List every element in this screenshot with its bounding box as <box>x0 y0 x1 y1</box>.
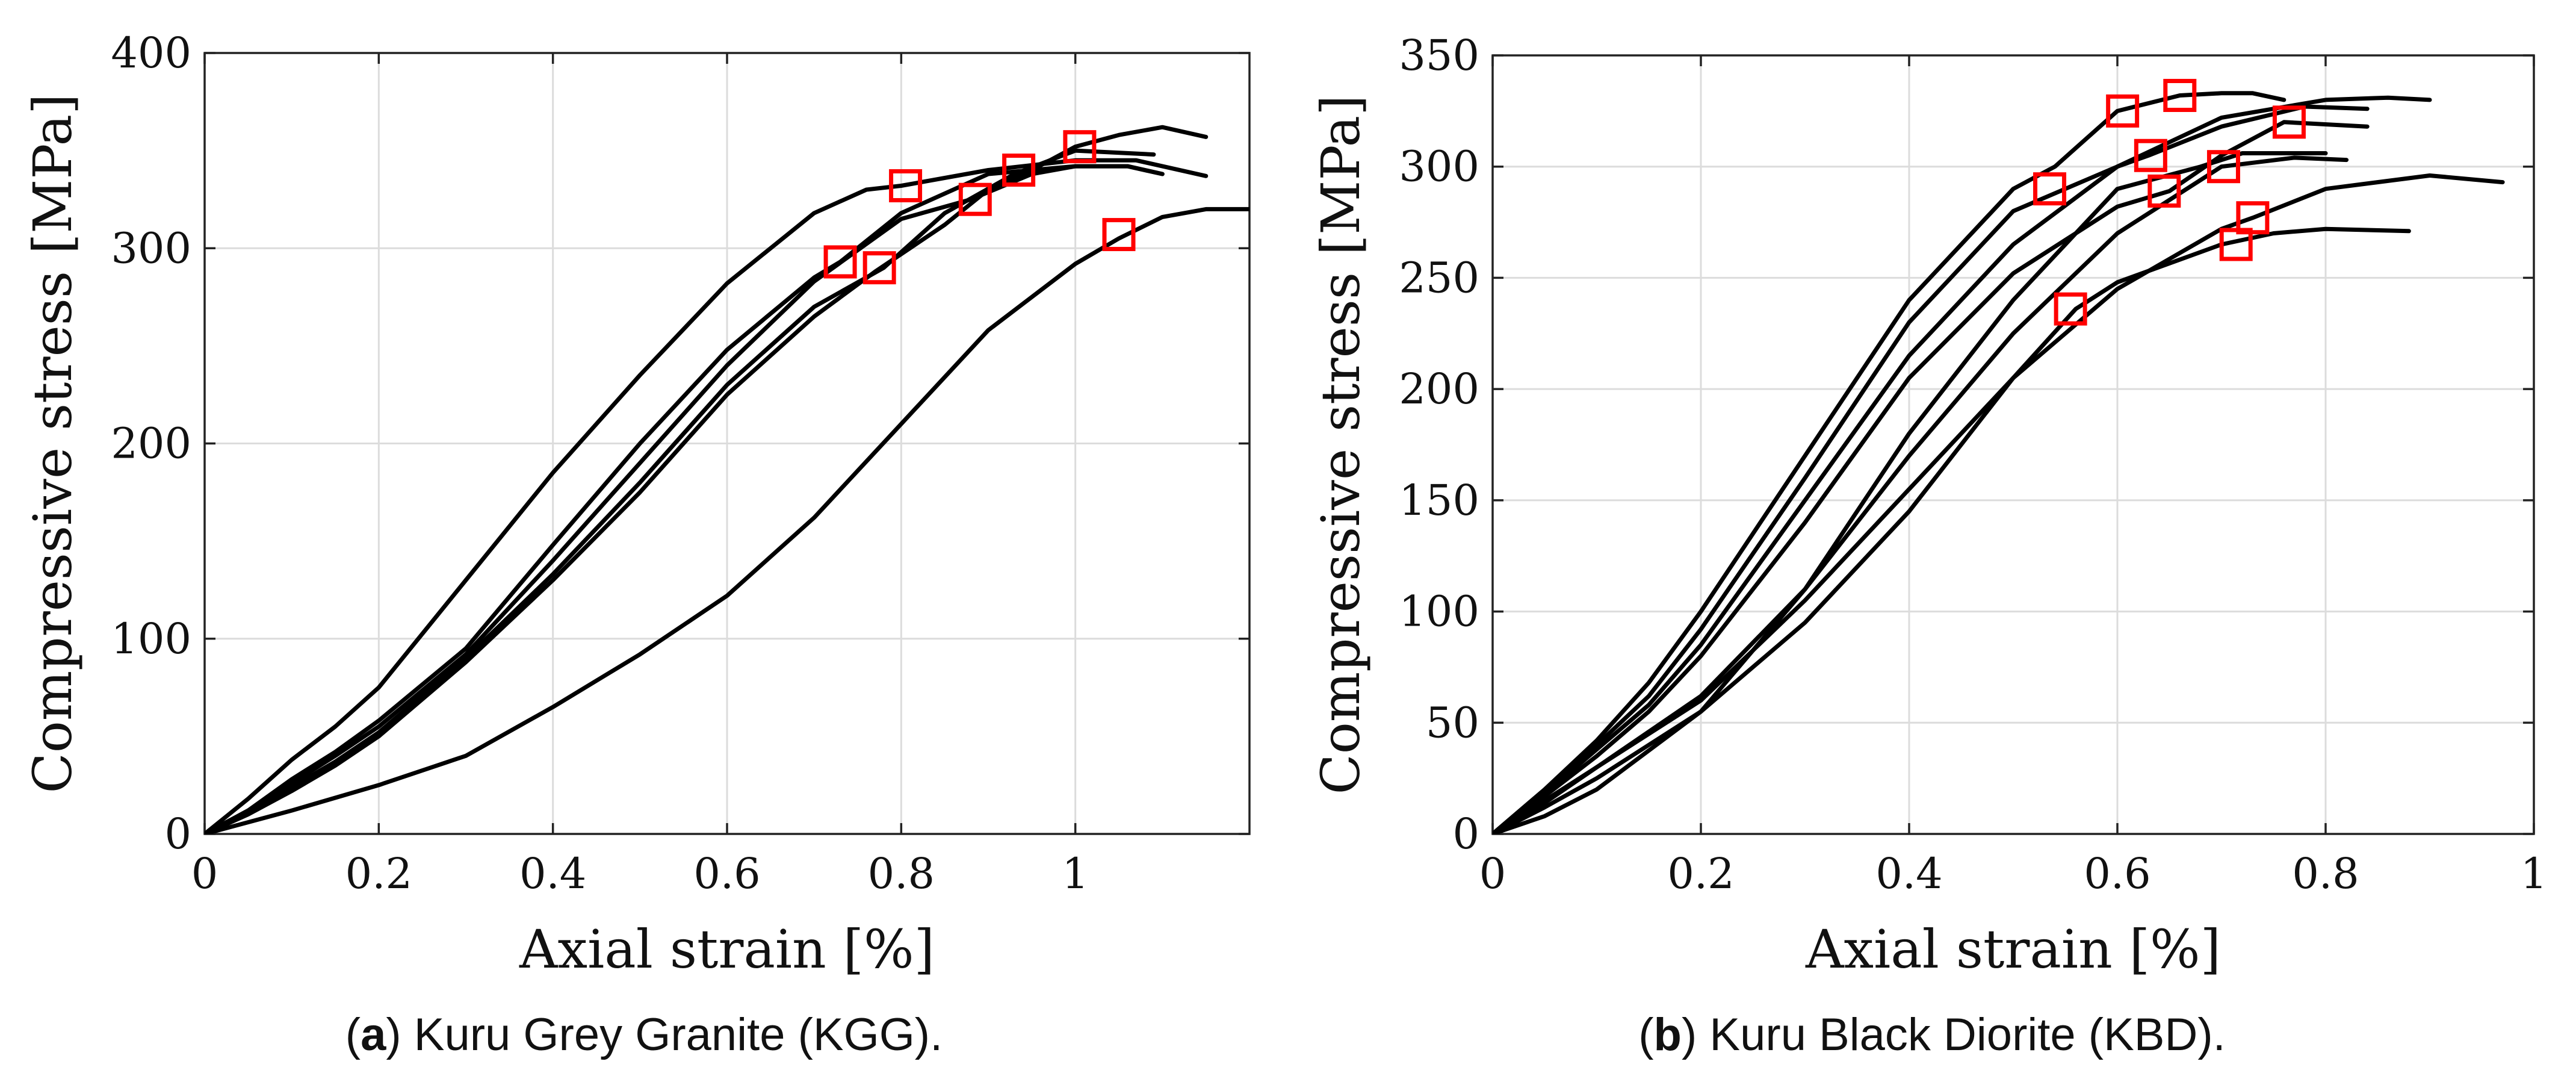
chart-b-marker-1 <box>2033 172 2067 206</box>
chart-b-ytick-label-0: 0 <box>1452 809 1479 859</box>
chart-a-ytick-label-0: 0 <box>164 809 191 859</box>
chart-a-series-3 <box>205 164 1165 834</box>
chart-b-marker-5 <box>2147 174 2181 208</box>
chart-b-marker-4 <box>2134 138 2167 172</box>
chart-a-xtick-label-5: 1 <box>1062 849 1089 898</box>
chart-b-xtick-label-5: 1 <box>2521 849 2548 898</box>
chart-a-xtick-label-0: 0 <box>191 849 218 898</box>
caption-b: (b) Kuru Black Diorite (KBD). <box>1638 1009 2226 1060</box>
chart-a-marker-7 <box>1102 218 1136 252</box>
chart-a-xtick-label-2: 0.4 <box>519 849 586 898</box>
chart-b-series-8 <box>1493 151 2328 834</box>
chart-b-series-7 <box>1493 155 2349 834</box>
chart-a-ytick-label-2: 200 <box>111 419 191 468</box>
chart-b-marker-6 <box>2163 78 2197 112</box>
chart-a-xtick-label-1: 0.2 <box>345 849 412 898</box>
chart-a-marker-4 <box>958 182 992 216</box>
chart-b-series-3 <box>1493 95 2432 834</box>
chart-a-ytick-label-1: 100 <box>111 614 191 664</box>
chart-b-marker-3 <box>2106 94 2140 128</box>
chart-b-marker-10 <box>2272 105 2306 139</box>
chart-b-ytick-label-4: 200 <box>1399 364 1479 414</box>
chart-b-series-2 <box>1493 104 2370 834</box>
caption-a-tag: a <box>361 1009 386 1060</box>
chart-a-ytick-label-3: 300 <box>111 223 191 273</box>
chart-b-xtick-label-4: 0.8 <box>2292 849 2359 898</box>
chart-b-xtick-label-2: 0.4 <box>1875 849 1942 898</box>
chart-b-xtick-label-1: 0.2 <box>1667 849 1734 898</box>
chart-a-ylabel: Compressive stress [MPa] <box>22 94 84 794</box>
caption-a: (a) Kuru Grey Granite (KGG). <box>345 1009 943 1060</box>
chart-b-ytick-label-3: 150 <box>1399 476 1479 525</box>
chart-b-ytick-label-6: 300 <box>1399 142 1479 191</box>
chart-b-series-4 <box>1493 120 2370 834</box>
chart-a-series-2 <box>205 164 1165 834</box>
chart-a-xlabel: Axial strain [%] <box>519 918 935 980</box>
chart-a-ytick-label-4: 400 <box>111 28 191 78</box>
chart-b-ytick-label-2: 100 <box>1399 587 1479 636</box>
caption-b-tag: b <box>1653 1009 1682 1060</box>
chart-b-marker-8 <box>2219 228 2253 261</box>
chart-a-marker-6 <box>1063 130 1097 164</box>
chart-a-series-6 <box>205 207 1249 834</box>
chart-b-marker-7 <box>2206 150 2240 184</box>
chart-a-series-5 <box>205 125 1209 834</box>
chart-a-series-1 <box>205 158 1209 834</box>
chart-a-marker-1 <box>823 245 857 279</box>
caption-b-text: Kuru Black Diorite (KBD). <box>1709 1009 2226 1060</box>
chart-a-marker-2 <box>862 251 896 285</box>
chart-b-xlabel: Axial strain [%] <box>1805 918 2221 980</box>
chart-a-marker-3 <box>889 169 923 202</box>
chart-b-ytick-label-7: 350 <box>1399 31 1479 80</box>
chart-b-series-1 <box>1493 91 2287 834</box>
chart-b-ylabel: Compressive stress [MPa] <box>1310 95 1372 795</box>
chart-b-ytick-label-5: 250 <box>1399 253 1479 302</box>
chart-b-marker-9 <box>2236 201 2270 235</box>
chart-a-xtick-label-3: 0.6 <box>693 849 760 898</box>
chart-a: 0 0.2 0.4 0.6 0.8 1 0 100 200 300 400 Axial strain … <box>22 28 1251 980</box>
caption-a-text: Kuru Grey Granite (KGG). <box>413 1009 943 1060</box>
chart-b-xtick-label-0: 0 <box>1479 849 1506 898</box>
chart-b-xtick-label-3: 0.6 <box>2084 849 2150 898</box>
chart-b-series-6 <box>1493 173 2505 834</box>
chart-a-series-4 <box>205 148 1156 834</box>
chart-b: 0 0.2 0.4 0.6 0.8 1 0 50 100 150 200 250 300 350 Axial… <box>1310 31 2548 980</box>
chart-b-plot-frame <box>1491 54 2535 835</box>
chart-b-marker-2 <box>2054 292 2087 326</box>
chart-a-marker-5 <box>1002 154 1036 187</box>
chart-a-xtick-label-4: 0.8 <box>868 849 935 898</box>
chart-b-ytick-label-1: 50 <box>1426 698 1479 747</box>
